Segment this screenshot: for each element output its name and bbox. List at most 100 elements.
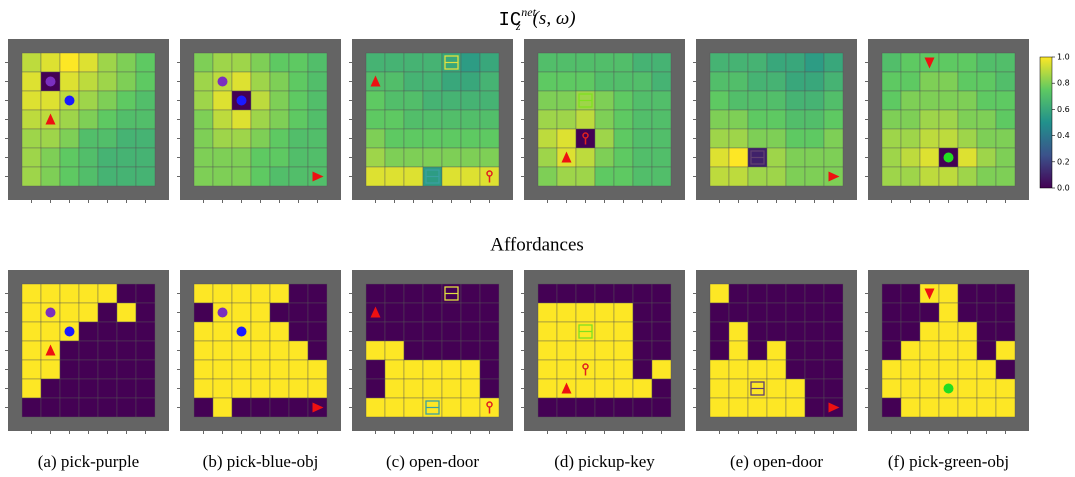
cell (250, 90, 271, 111)
cell (651, 321, 672, 342)
cell (594, 302, 615, 323)
cell (422, 302, 443, 323)
cell (938, 90, 959, 111)
cell (556, 302, 577, 323)
cell (193, 90, 214, 111)
cell (403, 71, 424, 92)
cell (728, 378, 749, 399)
cell (269, 90, 290, 111)
cell (537, 147, 558, 168)
cell (231, 302, 252, 323)
cell (193, 166, 214, 187)
title-args: (s, ω) (533, 8, 576, 29)
cell (556, 283, 577, 304)
object-ball (943, 152, 954, 163)
cell (728, 52, 749, 73)
cell (479, 52, 500, 73)
cell (460, 283, 481, 304)
cell (957, 147, 978, 168)
cell (441, 71, 462, 92)
cell (900, 147, 921, 168)
cell (537, 302, 558, 323)
caption: (b) pick-blue-obj (203, 452, 319, 471)
cell (212, 90, 233, 111)
cell (575, 52, 596, 73)
cell (594, 283, 615, 304)
cell (785, 90, 806, 111)
cell (995, 147, 1016, 168)
cell (785, 283, 806, 304)
cell (212, 283, 233, 304)
cell (384, 71, 405, 92)
cell (135, 397, 156, 418)
cell (97, 71, 118, 92)
cell (919, 397, 940, 418)
cell (728, 283, 749, 304)
cell (479, 378, 500, 399)
cell (288, 321, 309, 342)
cell (823, 52, 844, 73)
cell (976, 90, 997, 111)
cell (919, 321, 940, 342)
cell (785, 321, 806, 342)
cell (766, 128, 787, 149)
cell (441, 397, 462, 418)
cell (116, 340, 137, 361)
cell (365, 397, 386, 418)
cell (403, 321, 424, 342)
cell (403, 90, 424, 111)
cell (422, 109, 443, 130)
cell (403, 52, 424, 73)
cell (59, 147, 80, 168)
cell (651, 283, 672, 304)
cell (231, 147, 252, 168)
cell (728, 90, 749, 111)
cell (288, 283, 309, 304)
cell (307, 359, 328, 380)
cell (269, 359, 290, 380)
cell (537, 52, 558, 73)
cell (556, 71, 577, 92)
cell (193, 397, 214, 418)
cell (709, 147, 730, 168)
cell (651, 109, 672, 130)
cell (651, 128, 672, 149)
cell (976, 128, 997, 149)
cell (212, 147, 233, 168)
cell (78, 321, 99, 342)
cell (460, 90, 481, 111)
cell (135, 128, 156, 149)
cell (823, 378, 844, 399)
cell (78, 302, 99, 323)
cell (594, 378, 615, 399)
cell (384, 397, 405, 418)
cell (384, 52, 405, 73)
cell (976, 302, 997, 323)
cell (59, 359, 80, 380)
cell (651, 397, 672, 418)
cell (709, 340, 730, 361)
cell (938, 359, 959, 380)
cell (78, 52, 99, 73)
cell (766, 52, 787, 73)
cell (804, 321, 825, 342)
cell (919, 71, 940, 92)
cell (728, 109, 749, 130)
cell (78, 340, 99, 361)
cell (250, 109, 271, 130)
cell (40, 321, 61, 342)
cell (441, 147, 462, 168)
cell (804, 302, 825, 323)
cell (766, 321, 787, 342)
cell (976, 166, 997, 187)
cell (556, 90, 577, 111)
cell (632, 109, 653, 130)
cell (632, 147, 653, 168)
cell (976, 359, 997, 380)
cell (365, 321, 386, 342)
cell (403, 359, 424, 380)
cell (957, 128, 978, 149)
colorbar-tick-label: 0.4 (1057, 131, 1070, 140)
cell (575, 283, 596, 304)
cell (613, 90, 634, 111)
